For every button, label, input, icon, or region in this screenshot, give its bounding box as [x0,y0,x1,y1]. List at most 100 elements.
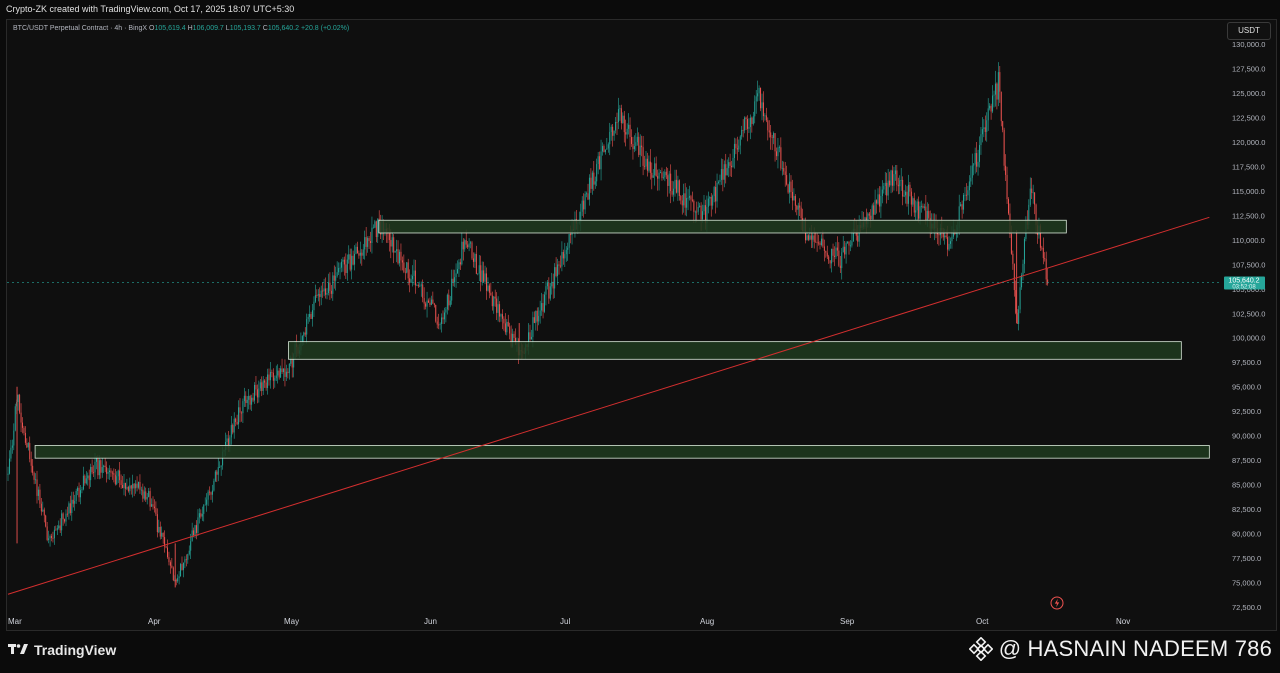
candle-body [736,148,738,150]
candle-body [365,237,367,247]
candle-body [800,207,802,219]
candle-body [281,368,283,373]
candle-body [960,204,962,207]
candle-body [104,465,106,468]
candle-body [226,438,228,442]
candle-body [139,481,141,490]
candle-body [262,380,264,391]
candle-body [661,172,663,178]
time-tick-label: Apr [148,617,161,626]
candle-body [758,87,760,94]
candle-body [693,200,695,212]
candle-body [10,447,12,459]
candle-body [428,300,429,303]
currency-selector[interactable]: USDT [1227,22,1271,40]
candle-body [142,489,144,499]
candle-body [388,233,390,241]
candle-body [84,475,86,484]
time-tick-label: Jul [560,617,570,626]
candle-body [390,240,392,247]
candle-body [554,267,556,289]
candle-body [232,425,234,433]
candle-body [709,196,711,199]
candle-body [472,258,474,262]
candle-body [126,486,128,489]
price-tick-label: 100,000.0 [1232,334,1265,343]
trendline[interactable] [7,216,1210,595]
tradingview-logo-text: TradingView [34,642,117,658]
candle-body [423,298,425,304]
candle-body [194,525,196,536]
candle-body [1008,199,1009,214]
candle-body [591,172,593,189]
watermark-text: @ HASNAIN NADEEM 786 [998,636,1272,661]
candle-body [989,105,991,109]
candle-body [229,437,231,448]
candle-body [177,578,179,582]
candle-body [838,250,840,266]
candle-body [401,260,403,263]
candle-body [664,171,666,178]
candle-body [203,505,205,514]
candle-body [175,580,177,582]
candle-body [979,145,980,162]
candle-body [216,471,218,475]
candle-body [123,482,125,489]
candle-body [964,194,966,196]
candle-body [889,180,891,186]
candle-body [807,235,809,240]
candle-body [481,270,483,282]
candle-body [74,501,76,504]
candle-body [903,195,905,197]
resistance-zone[interactable] [378,219,1067,234]
candle-body [98,460,100,476]
tradingview-logo[interactable]: TradingView [8,642,116,658]
candle-body [304,332,306,335]
candle-body [780,147,782,169]
candle-body [826,252,828,257]
chart-area[interactable] [6,19,1277,631]
candle-body [272,372,274,381]
candle-body [1044,258,1046,260]
candle-body [530,336,532,340]
support-zone-2[interactable] [34,445,1210,459]
candle-body [742,129,744,131]
candle-body [152,504,154,507]
candle-body [896,170,898,185]
candle-body [816,241,818,243]
candle-body [926,211,928,221]
candle-body [565,249,567,255]
candle-body [37,489,39,496]
lightning-alert-icon[interactable] [1050,596,1064,610]
symbol-legend[interactable]: BTC/USDT Perpetual Contract · 4h · BingX… [13,25,349,32]
candle-body [439,323,441,325]
candle-body [532,317,534,337]
candle-body [246,399,248,404]
candle-body [442,317,444,320]
candle-body [116,476,118,485]
open-value: 105,619.4 [154,25,186,32]
symbol-name[interactable]: BTC/USDT Perpetual Contract · 4h · BingX [13,25,148,32]
candle-body [312,310,313,319]
candle-body [329,282,331,291]
support-zone-1[interactable] [288,341,1182,360]
price-tick-label: 122,500.0 [1232,113,1265,122]
candle-body [773,133,775,138]
candle-body [206,499,208,505]
candle-body [493,296,495,307]
candle-body [322,290,324,292]
candle-body [42,509,44,512]
candle-body [700,205,702,220]
candle-body [372,227,374,229]
candle-body [928,211,930,218]
candle-body [510,333,512,347]
price-tick-label: 92,500.0 [1232,407,1261,416]
candle-body [320,290,322,297]
candle-body [909,184,911,192]
candle-body [681,200,683,206]
candle-body [1015,290,1017,313]
candle-body [629,124,631,138]
candle-body [602,146,603,152]
candle-body [167,547,168,558]
